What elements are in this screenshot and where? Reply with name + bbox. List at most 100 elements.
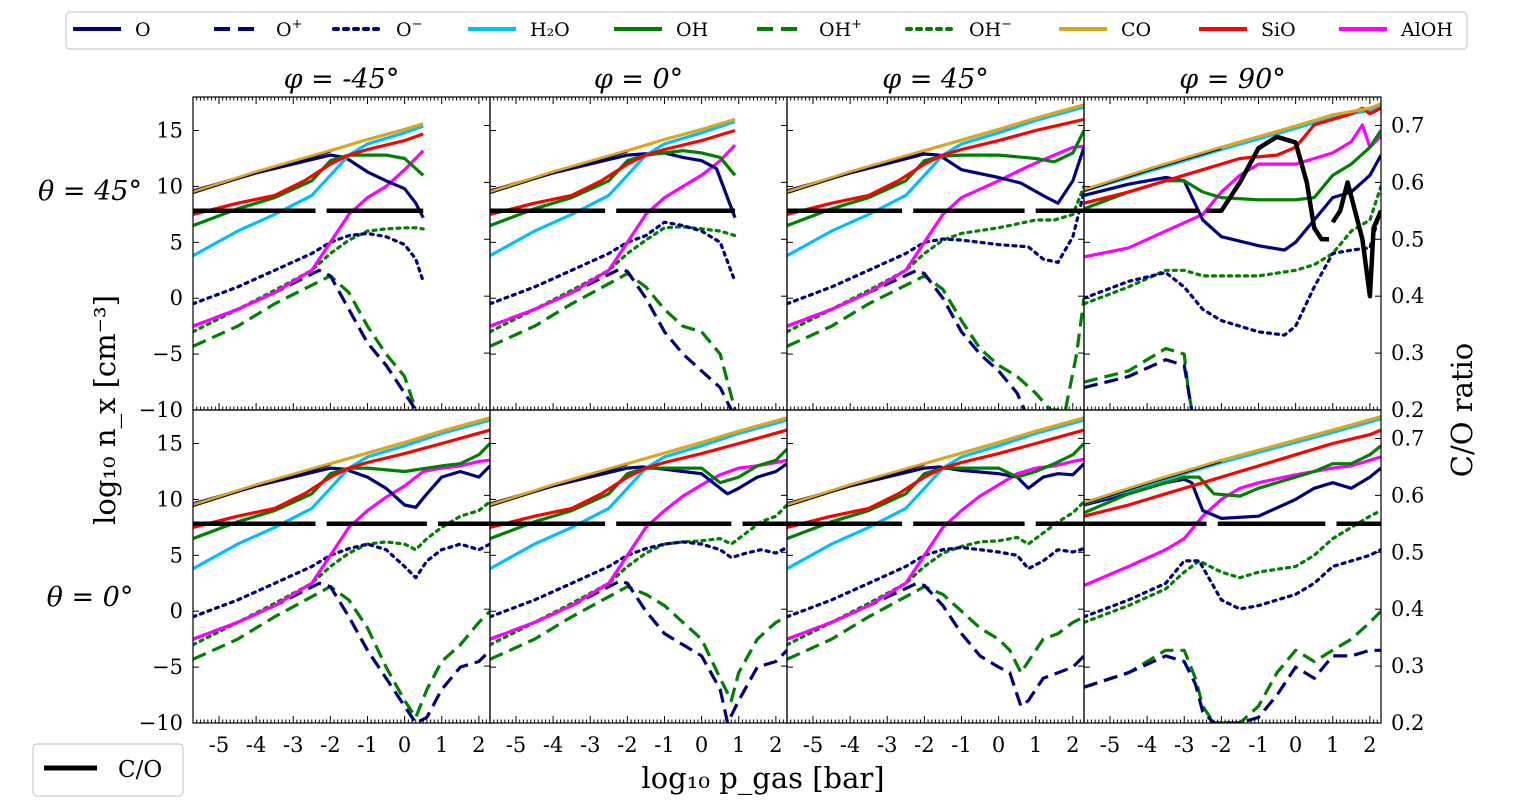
series-ominus-line bbox=[787, 545, 1084, 619]
series-ohminus-line bbox=[787, 184, 1084, 334]
series-oh-line bbox=[787, 442, 1084, 541]
series-co-line bbox=[787, 103, 1084, 194]
y-tick-label: −5 bbox=[152, 342, 183, 366]
row-titles: θ = 45° θ = 0° bbox=[38, 176, 142, 613]
x-tick-label: 0 bbox=[695, 733, 708, 757]
y-right-tick-label: 0.2 bbox=[1391, 398, 1424, 422]
series-sio-line bbox=[787, 117, 1084, 216]
y-tick-label: 10 bbox=[156, 487, 183, 511]
series-oh-line bbox=[1084, 444, 1381, 515]
reference-line bbox=[1084, 461, 1222, 505]
row-title: θ = 0° bbox=[47, 582, 134, 613]
series-ominus-line bbox=[490, 540, 787, 619]
series-co-line bbox=[787, 416, 1084, 507]
series-oh-line bbox=[193, 153, 425, 228]
y-tick-label: 0 bbox=[170, 286, 183, 310]
series-h2o-line bbox=[193, 124, 424, 258]
panel-r0-c3: 0.2 0.3 0.4 0.5 0.6 0.7 bbox=[1083, 96, 1424, 422]
series-ominus-line bbox=[787, 190, 1084, 306]
panel-r0-c2 bbox=[786, 96, 1085, 411]
y-tick-label: 5 bbox=[170, 230, 183, 254]
column-title: φ = 90° bbox=[1179, 64, 1286, 95]
x-tick-label: -5 bbox=[1100, 733, 1120, 757]
series-ohplus-line bbox=[490, 585, 787, 703]
column-title: φ = -45° bbox=[284, 64, 400, 95]
series-sio-line bbox=[193, 132, 424, 216]
x-tick-label: -3 bbox=[580, 733, 600, 757]
y-right-tick-label: 0.7 bbox=[1391, 426, 1424, 450]
panel-frame bbox=[786, 96, 1085, 411]
x-tick-label: -1 bbox=[951, 733, 971, 757]
legend-label-sup: + bbox=[851, 17, 862, 32]
y-tick-label: 5 bbox=[170, 543, 183, 567]
series-ohplus-line bbox=[787, 274, 1084, 410]
panel-r1-c3: -5 -4 -3 -2 -1 0 1 2 0.2 0.3 0.4 0.5 0.6 0.7 bbox=[1083, 409, 1424, 757]
series-ohplus-line bbox=[193, 585, 490, 719]
panel-frame bbox=[192, 409, 491, 724]
series-oh-line bbox=[193, 442, 490, 541]
series-ohplus-line bbox=[1084, 346, 1194, 410]
y-right-tick-label: 0.4 bbox=[1391, 284, 1424, 308]
x-tick-label: 1 bbox=[435, 733, 448, 757]
series-co-line bbox=[1084, 415, 1381, 505]
legend-co-label: C/O bbox=[118, 757, 162, 783]
panel-frame bbox=[786, 409, 1085, 724]
y-tick-label: −5 bbox=[152, 655, 183, 679]
series-oh-line bbox=[787, 129, 1084, 228]
x-tick-label: -2 bbox=[1211, 733, 1231, 757]
series-ohplus-line bbox=[1084, 610, 1381, 723]
series-o-line bbox=[787, 146, 1084, 205]
series-o-line bbox=[490, 462, 787, 506]
series-sio-line bbox=[490, 128, 736, 216]
row-title: θ = 45° bbox=[38, 176, 142, 207]
x-tick-label: 2 bbox=[769, 733, 782, 757]
x-tick-label: 0 bbox=[992, 733, 1005, 757]
series-oplus-line bbox=[1084, 648, 1381, 723]
legend-label-sup: + bbox=[292, 17, 303, 32]
series-ominus-line bbox=[193, 542, 490, 619]
x-tick-label: -4 bbox=[246, 733, 266, 757]
legend-label-sup: − bbox=[412, 17, 423, 32]
series-sio-line bbox=[1084, 428, 1381, 518]
y-axis-label: log₁₀ n_x [cm⁻³] bbox=[88, 295, 123, 525]
x-tick-label: -4 bbox=[543, 733, 563, 757]
series-co-line bbox=[193, 122, 424, 194]
x-tick-label: -4 bbox=[1137, 733, 1157, 757]
y-right-tick-label: 0.2 bbox=[1391, 711, 1424, 735]
column-titles: φ = -45° φ = 0° φ = 45° φ = 90° bbox=[284, 64, 1286, 95]
reference-line bbox=[490, 464, 628, 508]
series-aloh-line bbox=[193, 149, 425, 328]
series-h2o-line bbox=[1084, 104, 1381, 193]
legend: O O+ O− H₂O OH OH+ OH− CO SiO AlOH bbox=[65, 11, 1468, 50]
series-aloh-line bbox=[490, 143, 737, 328]
series-aloh-line bbox=[1084, 455, 1381, 587]
series-ominus-line bbox=[490, 220, 737, 306]
y-tick-label: −10 bbox=[139, 398, 183, 422]
x-tick-label: -3 bbox=[1174, 733, 1194, 757]
legend-label: H₂O bbox=[530, 19, 570, 41]
series-o-line bbox=[1084, 154, 1381, 252]
y-tick-label: 15 bbox=[156, 119, 183, 143]
series-ominus-line bbox=[1084, 548, 1381, 619]
series-o-line bbox=[193, 464, 490, 509]
series-oplus-line bbox=[490, 579, 787, 723]
x-tick-label: -4 bbox=[840, 733, 860, 757]
series-co-line bbox=[1084, 102, 1381, 192]
series-ohplus-line bbox=[193, 274, 418, 410]
column-title: φ = 45° bbox=[882, 64, 989, 95]
series-sio-line bbox=[490, 428, 787, 529]
series-h2o-line bbox=[490, 418, 787, 571]
x-tick-label: -5 bbox=[506, 733, 526, 757]
co-ratio-line bbox=[1206, 134, 1329, 242]
series-ohplus-line bbox=[490, 272, 737, 410]
legend-label: O bbox=[135, 19, 151, 41]
reference-line bbox=[193, 151, 331, 195]
x-tick-label: -3 bbox=[283, 733, 303, 757]
x-tick-label: -5 bbox=[209, 733, 229, 757]
series-oh-line bbox=[490, 149, 737, 228]
series-h2o-line bbox=[787, 105, 1084, 258]
x-tick-label: 2 bbox=[1363, 733, 1376, 757]
